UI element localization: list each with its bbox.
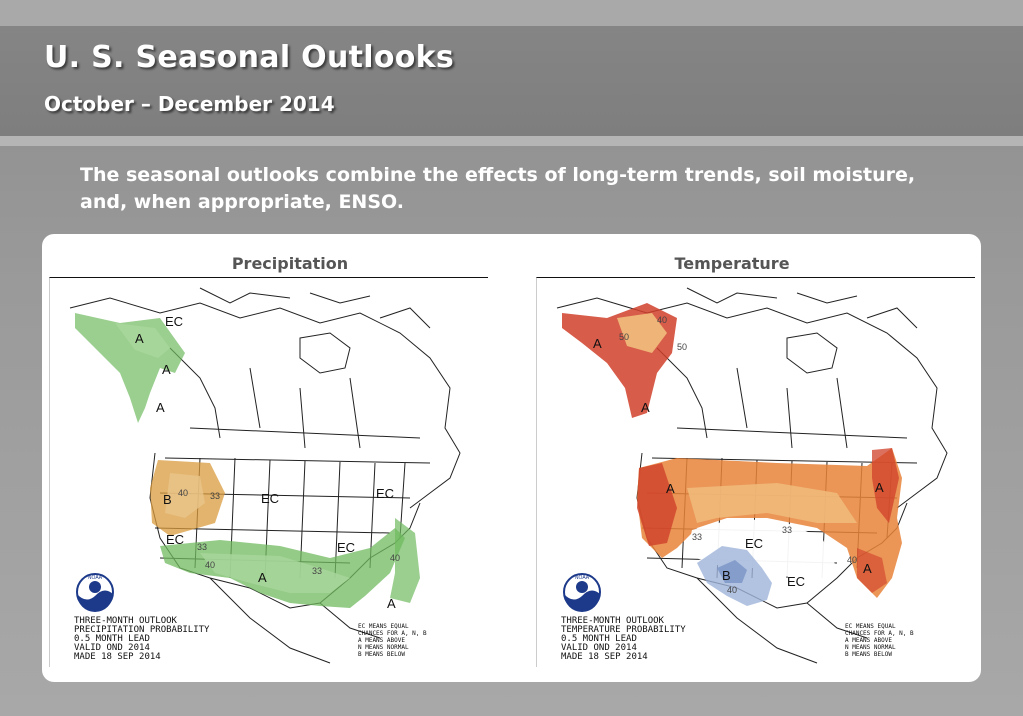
temp-legend-line4: N MEANS NORMAL (845, 644, 896, 651)
temp-contour-33b: 33 (782, 525, 792, 535)
precip-label-ec1: EC (165, 314, 183, 329)
maps-panel: Precipitation (42, 234, 981, 682)
precip-contour-40a: 40 (178, 488, 188, 498)
temp-caption-line2: TEMPERATURE PROBABILITY (561, 625, 686, 635)
noaa-logo-text-2: NOAA (575, 575, 590, 581)
page-subtitle: October – December 2014 (44, 92, 335, 116)
precip-label-a2: A (162, 362, 171, 377)
precip-legend-line2: CHANCES FOR A, N, B (358, 630, 427, 637)
precip-caption-line1: THREE-MONTH OUTLOOK (74, 616, 178, 626)
top-band (0, 0, 1023, 26)
title-bar (0, 26, 1023, 136)
noaa-logo: NOAA (76, 573, 114, 612)
precip-contour-33c: 33 (312, 566, 322, 576)
temp-label-b: B (722, 568, 731, 583)
precip-contour-40b: 40 (205, 560, 215, 570)
precip-legend-line5: B MEANS BELOW (358, 651, 405, 658)
precipitation-map-svg: EC A A A B EC EC EC EC A A 33 40 33 33 4… (69, 287, 461, 664)
temp-label-a2: A (641, 400, 650, 415)
temp-legend-line5: B MEANS BELOW (845, 651, 892, 658)
temp-us-above (637, 448, 902, 598)
precip-label-ec4: EC (166, 532, 184, 547)
temp-label-a1: A (593, 336, 602, 351)
temperature-map: A A A A A EC B EC 40 50 50 33 33 40 40 (536, 277, 975, 667)
temp-label-ec1: EC (745, 536, 763, 551)
precip-label-ec2: EC (261, 491, 279, 506)
precip-caption-line4: VALID OND 2014 (74, 643, 150, 653)
precip-contour-33b: 33 (197, 542, 207, 552)
noaa-logo-2: NOAA (563, 573, 601, 612)
precipitation-map: EC A A A B EC EC EC EC A A 33 40 33 33 4… (49, 277, 488, 667)
temp-caption-line3: 0.5 MONTH LEAD (561, 634, 637, 644)
temp-caption-line1: THREE-MONTH OUTLOOK (561, 616, 665, 626)
temp-label-a5: A (863, 561, 872, 576)
noaa-logo-text: NOAA (88, 575, 103, 581)
temperature-label: Temperature (674, 254, 790, 273)
temp-contour-40c: 40 (847, 555, 857, 565)
precip-label-a3: A (156, 400, 165, 415)
temp-contour-50a: 50 (619, 332, 629, 342)
precip-label-b: B (163, 492, 172, 507)
precip-legend-line3: A MEANS ABOVE (358, 637, 405, 644)
precip-contour-40c: 40 (390, 553, 400, 563)
temp-label-ec2: EC (787, 574, 805, 589)
temp-contour-40b: 40 (727, 585, 737, 595)
precip-label-a5: A (387, 596, 396, 611)
intro-text: The seasonal outlooks combine the effect… (80, 164, 916, 213)
precip-label-a4: A (258, 570, 267, 585)
temp-label-a4: A (875, 480, 884, 495)
temperature-map-svg: A A A A A EC B EC 40 50 50 33 33 40 40 (556, 287, 948, 664)
temp-contour-33a: 33 (692, 532, 702, 542)
precip-label-a1: A (135, 331, 144, 346)
precip-legend-line4: N MEANS NORMAL (358, 644, 409, 651)
header-divider (0, 136, 1023, 146)
precip-legend-line1: EC MEANS EQUAL (358, 623, 409, 630)
temp-legend-line2: CHANCES FOR A, N, B (845, 630, 914, 637)
temp-contour-50b: 50 (677, 342, 687, 352)
temp-label-a3: A (666, 481, 675, 496)
temp-contour-40a: 40 (657, 315, 667, 325)
page-title: U. S. Seasonal Outlooks (44, 40, 455, 75)
precip-caption-line5: MADE 18 SEP 2014 (74, 652, 161, 662)
precip-caption-line3: 0.5 MONTH LEAD (74, 634, 150, 644)
precip-label-ec5: EC (337, 540, 355, 555)
temp-caption-line5: MADE 18 SEP 2014 (561, 652, 648, 662)
precip-caption-line2: PRECIPITATION PROBABILITY (74, 625, 210, 635)
precip-contour-33a: 33 (210, 491, 220, 501)
precip-label-ec3: EC (376, 486, 394, 501)
temp-legend-line3: A MEANS ABOVE (845, 637, 892, 644)
precipitation-label: Precipitation (231, 254, 349, 273)
temp-caption-line4: VALID OND 2014 (561, 643, 637, 653)
temp-legend-line1: EC MEANS EQUAL (845, 623, 896, 630)
